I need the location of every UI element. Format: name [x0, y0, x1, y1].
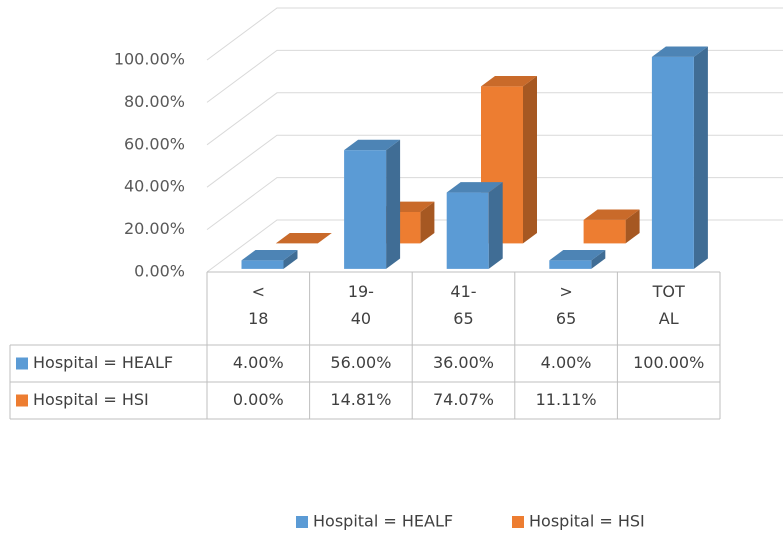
category-label: > 65 [555, 282, 577, 328]
legend-key [16, 394, 28, 407]
bar-front [651, 56, 694, 269]
category-label: 41-65 [450, 282, 477, 328]
category-cell: 41-65 [450, 282, 477, 328]
bar [651, 46, 708, 269]
value-label: 74.07% [433, 390, 494, 409]
bar-front [241, 260, 284, 269]
bar [241, 250, 298, 269]
value-label: 4.00% [233, 353, 284, 372]
category-cell: > 65 [555, 282, 577, 328]
bar-top [651, 46, 708, 57]
y-tick-label: 60.00% [124, 134, 185, 153]
bar-top [344, 139, 401, 151]
value-label: 4.00% [541, 353, 592, 372]
bar-top [583, 209, 640, 220]
bar-top [241, 250, 298, 261]
category-label: 19-40 [347, 282, 374, 328]
legend-label: Hospital = HEALF [313, 512, 453, 531]
y-tick-label: 100.00% [114, 50, 185, 69]
bar-side [386, 139, 401, 269]
bar-side [283, 250, 298, 269]
bar-top [446, 182, 503, 193]
y-tick-label: 40.00% [124, 177, 185, 196]
series-label: Hospital = HEALF [33, 353, 173, 372]
bar [549, 250, 606, 269]
category-cell: TOTAL [652, 282, 685, 328]
category-label: TOTAL [652, 282, 685, 328]
bar [583, 209, 640, 244]
grid-line [206, 7, 783, 61]
grid-line [206, 134, 783, 188]
category-cell: < 18 [248, 282, 269, 328]
category-cell: 19-40 [347, 282, 374, 328]
grid-line [206, 49, 783, 103]
bar-side [523, 75, 537, 244]
y-tick-label: 80.00% [124, 92, 185, 111]
bar-front [549, 260, 592, 269]
value-label: 0.00% [233, 390, 284, 409]
value-label: 14.81% [330, 390, 391, 409]
bar-top [481, 75, 537, 87]
bar-top [549, 250, 606, 261]
legend-key [16, 357, 28, 370]
category-label: < 18 [248, 282, 269, 328]
y-tick-label: 0.00% [134, 262, 185, 281]
y-tick-label: 20.00% [124, 219, 185, 238]
bar-front [446, 192, 489, 269]
value-label: 100.00% [633, 353, 704, 372]
value-label: 56.00% [330, 353, 391, 372]
bar [275, 233, 332, 244]
legend-key [512, 516, 524, 528]
series-label: Hospital = HSI [33, 390, 149, 409]
bar-front [583, 219, 626, 244]
legend-key [296, 516, 308, 528]
grid-line [206, 177, 783, 231]
bar-front [344, 150, 387, 269]
bar-side [693, 46, 708, 269]
bar [344, 139, 401, 269]
value-label: 11.11% [536, 390, 597, 409]
grid-line [206, 92, 783, 146]
value-label: 36.00% [433, 353, 494, 372]
bar [446, 182, 503, 269]
bar-side [420, 201, 435, 244]
bar-side [488, 182, 503, 269]
bar-top [275, 233, 332, 244]
bar-side [591, 250, 606, 269]
bar-side [625, 209, 640, 244]
legend-label: Hospital = HSI [529, 512, 645, 531]
